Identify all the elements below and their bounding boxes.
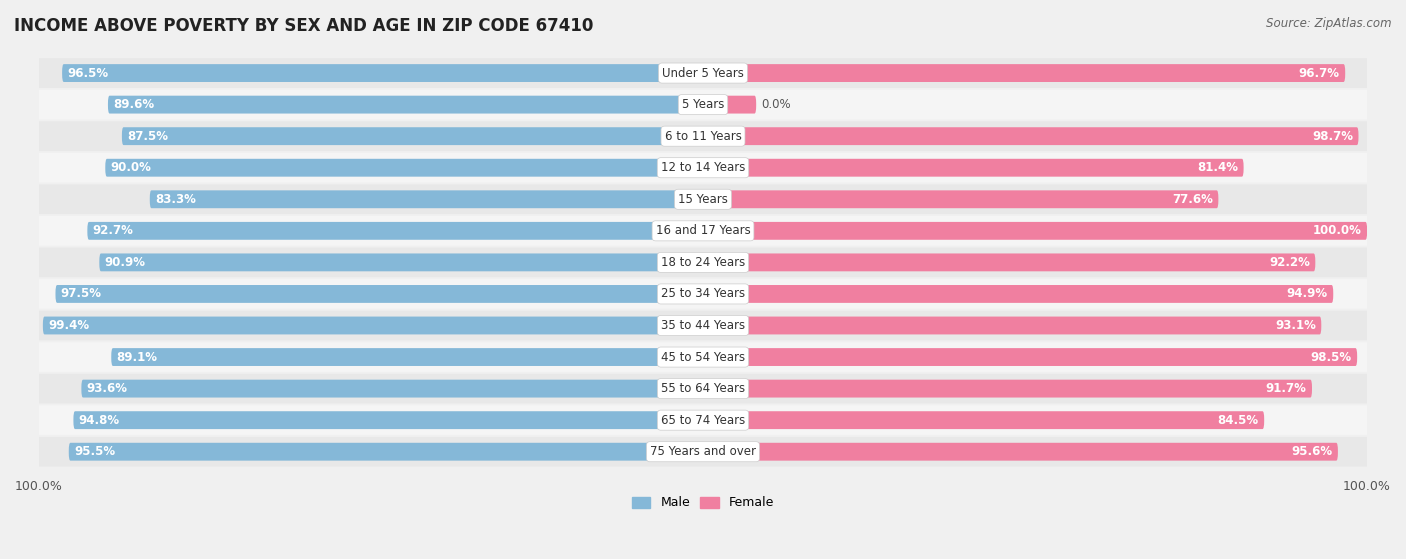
Text: 90.0%: 90.0% bbox=[111, 161, 152, 174]
Text: 100.0%: 100.0% bbox=[1313, 224, 1362, 238]
FancyBboxPatch shape bbox=[39, 248, 1367, 277]
FancyBboxPatch shape bbox=[703, 253, 1316, 271]
FancyBboxPatch shape bbox=[122, 127, 703, 145]
Text: 99.4%: 99.4% bbox=[48, 319, 90, 332]
Text: 95.5%: 95.5% bbox=[75, 445, 115, 458]
Text: Source: ZipAtlas.com: Source: ZipAtlas.com bbox=[1267, 17, 1392, 30]
Text: 25 to 34 Years: 25 to 34 Years bbox=[661, 287, 745, 300]
FancyBboxPatch shape bbox=[39, 279, 1367, 309]
Text: 94.8%: 94.8% bbox=[79, 414, 120, 427]
Text: 91.7%: 91.7% bbox=[1265, 382, 1306, 395]
FancyBboxPatch shape bbox=[39, 342, 1367, 372]
FancyBboxPatch shape bbox=[62, 64, 703, 82]
FancyBboxPatch shape bbox=[87, 222, 703, 240]
Text: 83.3%: 83.3% bbox=[155, 193, 195, 206]
Text: 94.9%: 94.9% bbox=[1286, 287, 1327, 300]
FancyBboxPatch shape bbox=[703, 127, 1358, 145]
FancyBboxPatch shape bbox=[39, 153, 1367, 183]
FancyBboxPatch shape bbox=[42, 316, 703, 334]
FancyBboxPatch shape bbox=[108, 96, 703, 113]
Text: 87.5%: 87.5% bbox=[128, 130, 169, 143]
Text: 16 and 17 Years: 16 and 17 Years bbox=[655, 224, 751, 238]
FancyBboxPatch shape bbox=[703, 96, 756, 113]
FancyBboxPatch shape bbox=[82, 380, 703, 397]
Text: 18 to 24 Years: 18 to 24 Years bbox=[661, 256, 745, 269]
Text: 0.0%: 0.0% bbox=[762, 98, 792, 111]
FancyBboxPatch shape bbox=[39, 405, 1367, 435]
Text: 6 to 11 Years: 6 to 11 Years bbox=[665, 130, 741, 143]
Text: INCOME ABOVE POVERTY BY SEX AND AGE IN ZIP CODE 67410: INCOME ABOVE POVERTY BY SEX AND AGE IN Z… bbox=[14, 17, 593, 35]
FancyBboxPatch shape bbox=[703, 380, 1312, 397]
FancyBboxPatch shape bbox=[39, 184, 1367, 214]
Text: 98.5%: 98.5% bbox=[1310, 350, 1351, 363]
FancyBboxPatch shape bbox=[105, 159, 703, 177]
Text: 95.6%: 95.6% bbox=[1291, 445, 1333, 458]
FancyBboxPatch shape bbox=[150, 191, 703, 208]
FancyBboxPatch shape bbox=[39, 437, 1367, 467]
FancyBboxPatch shape bbox=[69, 443, 703, 461]
FancyBboxPatch shape bbox=[73, 411, 703, 429]
FancyBboxPatch shape bbox=[703, 159, 1243, 177]
FancyBboxPatch shape bbox=[703, 191, 1219, 208]
Text: 35 to 44 Years: 35 to 44 Years bbox=[661, 319, 745, 332]
FancyBboxPatch shape bbox=[703, 285, 1333, 303]
FancyBboxPatch shape bbox=[703, 64, 1346, 82]
FancyBboxPatch shape bbox=[39, 216, 1367, 245]
Text: 81.4%: 81.4% bbox=[1198, 161, 1239, 174]
Text: 75 Years and over: 75 Years and over bbox=[650, 445, 756, 458]
Legend: Male, Female: Male, Female bbox=[627, 491, 779, 514]
FancyBboxPatch shape bbox=[55, 285, 703, 303]
Text: 93.1%: 93.1% bbox=[1275, 319, 1316, 332]
FancyBboxPatch shape bbox=[39, 311, 1367, 340]
Text: 15 Years: 15 Years bbox=[678, 193, 728, 206]
Text: Under 5 Years: Under 5 Years bbox=[662, 67, 744, 79]
Text: 92.2%: 92.2% bbox=[1270, 256, 1310, 269]
Text: 98.7%: 98.7% bbox=[1312, 130, 1353, 143]
FancyBboxPatch shape bbox=[39, 90, 1367, 120]
Text: 92.7%: 92.7% bbox=[93, 224, 134, 238]
FancyBboxPatch shape bbox=[39, 374, 1367, 404]
FancyBboxPatch shape bbox=[703, 411, 1264, 429]
Text: 45 to 54 Years: 45 to 54 Years bbox=[661, 350, 745, 363]
Text: 96.5%: 96.5% bbox=[67, 67, 108, 79]
FancyBboxPatch shape bbox=[39, 121, 1367, 151]
Text: 84.5%: 84.5% bbox=[1218, 414, 1258, 427]
Text: 96.7%: 96.7% bbox=[1299, 67, 1340, 79]
FancyBboxPatch shape bbox=[703, 316, 1322, 334]
Text: 55 to 64 Years: 55 to 64 Years bbox=[661, 382, 745, 395]
FancyBboxPatch shape bbox=[703, 443, 1339, 461]
FancyBboxPatch shape bbox=[39, 58, 1367, 88]
Text: 77.6%: 77.6% bbox=[1173, 193, 1213, 206]
Text: 89.6%: 89.6% bbox=[114, 98, 155, 111]
Text: 97.5%: 97.5% bbox=[60, 287, 101, 300]
Text: 93.6%: 93.6% bbox=[87, 382, 128, 395]
Text: 5 Years: 5 Years bbox=[682, 98, 724, 111]
Text: 89.1%: 89.1% bbox=[117, 350, 157, 363]
FancyBboxPatch shape bbox=[111, 348, 703, 366]
Text: 12 to 14 Years: 12 to 14 Years bbox=[661, 161, 745, 174]
FancyBboxPatch shape bbox=[100, 253, 703, 271]
FancyBboxPatch shape bbox=[703, 222, 1367, 240]
FancyBboxPatch shape bbox=[703, 348, 1357, 366]
Text: 90.9%: 90.9% bbox=[104, 256, 146, 269]
Text: 65 to 74 Years: 65 to 74 Years bbox=[661, 414, 745, 427]
